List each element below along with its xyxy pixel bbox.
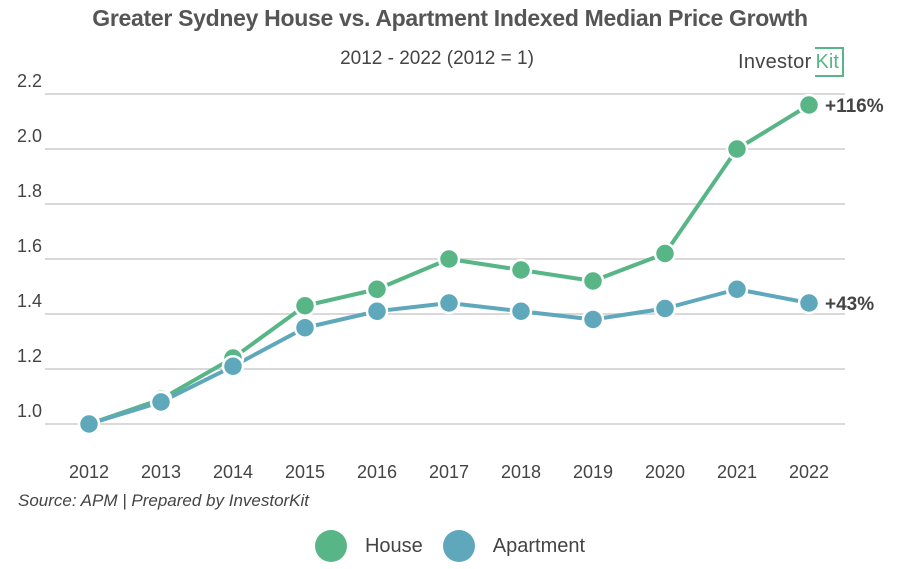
x-tick-label: 2018 (501, 462, 541, 480)
y-tick-label: 1.4 (17, 291, 42, 311)
x-tick-label: 2020 (645, 462, 685, 480)
x-tick-label: 2017 (429, 462, 469, 480)
x-tick-label: 2021 (717, 462, 757, 480)
y-tick-label: 1.8 (17, 181, 42, 201)
y-tick-label: 1.0 (17, 401, 42, 421)
data-point-apartment (797, 291, 821, 315)
y-tick-label: 1.2 (17, 346, 42, 366)
data-point-apartment (581, 308, 605, 331)
y-tick-label: 1.6 (17, 236, 42, 256)
x-axis-ticks: 2012 2013 2014 2015 2016 2017 2018 2019 2020 2021… (69, 462, 829, 480)
data-point-apartment (509, 300, 533, 323)
legend-label-apartment: Apartment (492, 534, 586, 557)
data-point-apartment (77, 412, 101, 436)
line-chart: 1.01.21.41.61.82.02.2 2012 2013 2014 2015 20… (17, 71, 884, 480)
x-tick-label: 2014 (213, 462, 253, 480)
data-point-apartment (437, 291, 461, 315)
data-point-apartment (365, 300, 389, 323)
x-tick-label: 2016 (357, 462, 397, 480)
legend-swatch-house (314, 530, 347, 562)
data-point-house (797, 93, 821, 117)
legend-item-house[interactable]: House (314, 530, 423, 562)
y-tick-label: 2.2 (17, 71, 42, 91)
legend: House Apartment (0, 530, 900, 562)
chart-title: Greater Sydney House vs. Apartment Index… (92, 5, 808, 31)
end-labels: +116% +43% (825, 96, 884, 315)
data-point-apartment (725, 278, 749, 301)
data-point-house (293, 294, 317, 317)
data-point-house (365, 278, 389, 301)
chart-subtitle: 2012 - 2022 (2012 = 1) (340, 48, 534, 69)
data-point-apartment (653, 297, 677, 320)
end-label-apartment: +43% (825, 294, 874, 315)
y-tick-label: 2.0 (17, 126, 42, 146)
logo-text: Investor (738, 50, 812, 73)
source-note: Source: APM | Prepared by InvestorKit (18, 491, 310, 510)
data-point-house (581, 269, 605, 293)
legend-label-house: House (364, 534, 423, 557)
data-point-house (437, 247, 461, 271)
x-tick-label: 2015 (285, 462, 325, 480)
legend-swatch-apartment (442, 530, 475, 562)
logo-box-text: Kit (814, 47, 844, 77)
data-point-house (653, 242, 677, 265)
end-label-house: +116% (825, 96, 884, 117)
data-point-apartment (293, 316, 317, 339)
series-points (77, 93, 821, 436)
data-point-house (725, 137, 749, 161)
investorkit-logo: Investor Kit (738, 46, 844, 78)
x-tick-label: 2022 (789, 462, 829, 480)
x-tick-label: 2013 (141, 462, 181, 480)
x-tick-label: 2019 (573, 462, 613, 480)
data-point-apartment (221, 355, 245, 378)
legend-item-apartment[interactable]: Apartment (442, 530, 586, 562)
data-point-house (509, 258, 533, 282)
y-axis-ticks: 1.0 1.2 1.4 1.6 1.8 2.0 2.2 (17, 71, 42, 421)
x-tick-label: 2012 (69, 462, 109, 480)
data-point-apartment (149, 390, 173, 414)
